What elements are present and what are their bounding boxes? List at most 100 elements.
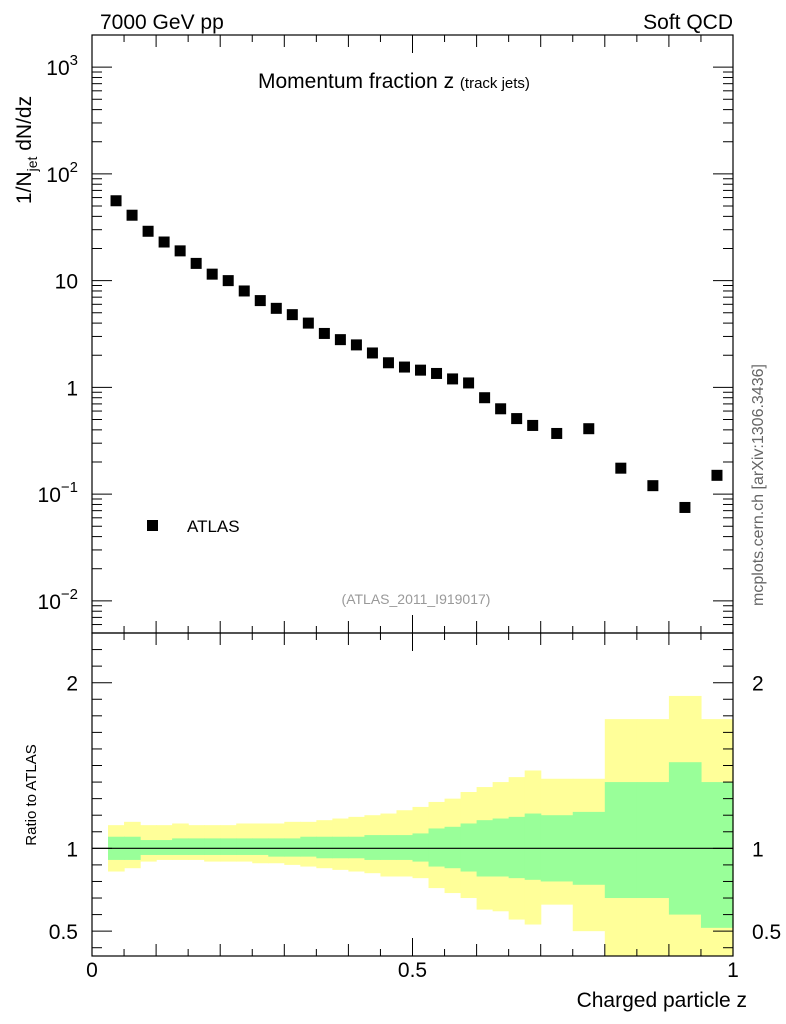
data-point — [286, 309, 298, 321]
data-point — [647, 480, 659, 492]
data-point — [527, 419, 539, 431]
data-point — [222, 275, 234, 287]
data-point — [270, 302, 282, 314]
x-tick-label: 0 — [86, 959, 98, 982]
side-label: mcplots.cern.ch [arXiv:1306.3436] — [750, 364, 767, 606]
data-point — [334, 334, 346, 346]
data-point — [174, 245, 186, 257]
inner-band-bin — [316, 836, 333, 859]
inner-band-bin — [604, 782, 638, 899]
data-point — [126, 209, 138, 221]
data-point — [415, 364, 427, 376]
x-axis-label: Charged particle z — [577, 989, 747, 1012]
inner-band-bin — [300, 836, 317, 857]
inner-band-bin — [332, 836, 349, 859]
inner-band-bin — [140, 840, 157, 855]
inner-band-bin — [284, 838, 301, 857]
ratio-y-tick-label-right: 2 — [752, 673, 764, 696]
data-point — [583, 423, 595, 435]
data-point — [158, 236, 170, 248]
inner-band-bin — [444, 826, 462, 869]
main-title-text: Momentum fraction z — [258, 70, 454, 93]
data-point — [190, 257, 202, 269]
data-point — [495, 403, 507, 415]
y-tick-label: 10 — [55, 271, 78, 294]
inner-band-bin — [700, 782, 734, 928]
header-left: 7000 GeV pp — [100, 11, 224, 34]
data-point — [238, 285, 250, 297]
data-point — [206, 268, 218, 280]
inner-band-bin — [636, 782, 670, 899]
y-tick-label: 103 — [46, 52, 78, 80]
ratio-y-tick-label: 2 — [66, 673, 78, 696]
data-point — [447, 373, 459, 385]
inner-band-bin — [508, 816, 526, 879]
ratio-y-tick-label: 0.5 — [49, 921, 78, 944]
inner-band-bin — [348, 836, 366, 859]
y-tick-label: 102 — [46, 159, 78, 187]
ratio-y-tick-labels: 0.5 0.5 1 1 2 2 — [49, 673, 781, 944]
data-point — [615, 462, 627, 474]
main-y-axis-label: 1/Njet dN/dz — [13, 96, 40, 204]
ratio-frame — [91, 632, 734, 957]
data-point — [302, 317, 314, 329]
inner-band-bin — [156, 840, 173, 855]
x-tick-labels: 0 0.5 1 — [86, 959, 739, 982]
ratio-inner-band — [108, 762, 734, 928]
main-title: Momentum fraction z (track jets) — [258, 70, 530, 93]
x-tick-label: 1 — [727, 959, 739, 982]
inner-band-bin — [396, 835, 414, 860]
main-y-tick-labels: 10−2 10−1 1 10 102 103 — [38, 52, 78, 614]
inner-band-bin — [668, 762, 702, 915]
ratio-ticks — [91, 632, 734, 956]
ratio-y-tick-label: 1 — [66, 838, 78, 861]
data-point — [463, 377, 475, 389]
main-markers — [110, 195, 723, 513]
inner-band-bin — [220, 838, 237, 855]
data-point — [511, 413, 523, 425]
ratio-y-tick-label-right: 0.5 — [752, 921, 781, 944]
inner-band-bin — [380, 835, 398, 860]
data-point — [382, 357, 394, 369]
y-tick-label: 10−2 — [38, 586, 78, 614]
data-point — [431, 367, 443, 379]
data-point — [142, 225, 154, 237]
legend-label: ATLAS — [187, 517, 240, 536]
inner-band-bin — [364, 835, 382, 860]
inner-band-bin — [412, 833, 430, 862]
inner-band-bin — [204, 838, 221, 855]
y-tick-label: 1 — [66, 377, 78, 400]
inner-band-bin — [252, 838, 269, 855]
main-ticks — [91, 34, 734, 634]
inner-band-bin — [268, 838, 285, 857]
ratio-panel: 0.5 0.51 12 2 0 0.5 1 Ratio to ATLAS Charged … — [23, 632, 781, 1012]
data-point — [551, 427, 563, 439]
reference-label: (ATLAS_2011_I919017) — [342, 591, 491, 607]
data-point — [398, 361, 410, 373]
data-point — [350, 339, 362, 351]
data-point — [479, 392, 491, 404]
data-point — [254, 295, 266, 307]
main-title-sub: (track jets) — [460, 75, 530, 92]
inner-band-bin — [172, 838, 189, 855]
y-tick-label: 10−1 — [38, 479, 78, 507]
ratio-y-axis-label: Ratio to ATLAS — [23, 744, 40, 845]
data-point — [318, 327, 330, 339]
data-point — [366, 347, 378, 359]
inner-band-bin — [524, 813, 542, 880]
inner-band-bin — [428, 828, 446, 867]
data-point — [679, 501, 691, 513]
data-point — [110, 195, 122, 207]
x-tick-label: 0.5 — [398, 959, 427, 982]
legend-marker — [147, 520, 158, 531]
header-right: Soft QCD — [643, 11, 733, 34]
inner-band-bin — [188, 838, 205, 855]
data-point — [711, 469, 723, 481]
main-panel: Momentum fraction z (track jets) ATLAS (… — [13, 34, 734, 634]
inner-band-bin — [236, 838, 253, 855]
main-frame — [91, 34, 734, 634]
ratio-y-tick-label-right: 1 — [752, 838, 764, 861]
inner-band-bin — [492, 818, 510, 877]
inner-band-bin — [460, 823, 478, 872]
